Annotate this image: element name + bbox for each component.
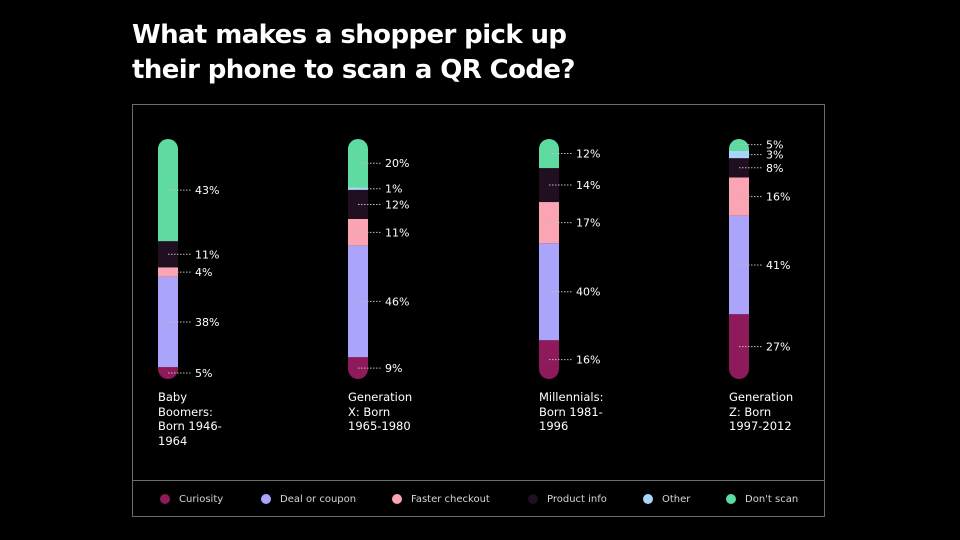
chart-title-line-2: their phone to scan a QR Code? (132, 55, 576, 85)
legend-label: Deal or coupon (280, 493, 357, 505)
group-label-line: Baby (158, 390, 188, 404)
legend-label: Curiosity (179, 493, 224, 505)
data-label: 17% (576, 217, 600, 230)
legend-divider (132, 480, 825, 481)
group-label-line: 1965-1980 (348, 419, 411, 433)
group-label-line: Generation (348, 390, 413, 404)
legend-swatch-curiosity (160, 494, 170, 504)
legend-item-curiosity: Curiosity (160, 490, 223, 508)
group-label-line: Boomers: (158, 404, 213, 419)
data-label: 5% (766, 139, 783, 152)
data-label: 46% (385, 295, 409, 308)
group-label-line: Z: Born (729, 404, 772, 419)
bar-stack (158, 139, 178, 379)
group-label-line: Millennials: (539, 390, 604, 404)
chart-title: What makes a shopper pick up their phone… (132, 18, 732, 88)
group-label-line: X: Born (348, 404, 391, 419)
legend-label: Other (662, 493, 691, 505)
data-label: 3% (766, 149, 783, 162)
legend-item-faster-checkout: Faster checkout (392, 490, 490, 508)
group-label-line: Born 1981- (539, 404, 603, 419)
data-label: 8% (766, 162, 783, 175)
data-label: 16% (766, 191, 790, 204)
data-label: 43% (195, 184, 219, 197)
chart-frame (132, 104, 825, 517)
legend-swatch-dont-scan (726, 494, 736, 504)
data-label: 16% (576, 354, 600, 367)
group-label-line: 1997-2012 (729, 419, 792, 433)
data-label: 38% (195, 316, 219, 329)
data-label: 12% (385, 198, 409, 211)
data-label: 27% (766, 341, 790, 354)
legend-swatch-faster-checkout (392, 494, 402, 504)
bar-stack (729, 139, 749, 379)
group-label-line: 1964 (158, 433, 188, 448)
bar-stack (348, 139, 368, 379)
group-label-generation-z: Generation Z: Born 1997-2012 (729, 390, 809, 434)
group-label-line: Born 1946- (158, 419, 222, 433)
legend-item-other: Other (643, 490, 690, 508)
data-label: 20% (385, 157, 409, 170)
bar-stack (539, 139, 559, 379)
legend-swatch-product-info (528, 494, 538, 504)
legend-label: Faster checkout (411, 493, 490, 505)
group-label-generation-x: Generation X: Born 1965-1980 (348, 390, 428, 434)
data-label: 14% (576, 179, 600, 192)
legend-swatch-deal-or-coupon (261, 494, 271, 504)
group-label-line: Generation (729, 390, 794, 404)
group-label-millennials: Millennials: Born 1981- 1996 (539, 390, 619, 434)
data-label: 12% (576, 148, 600, 161)
legend-label: Don't scan (745, 493, 799, 505)
group-label-baby-boomers: Baby Boomers: Born 1946- 1964 (158, 390, 238, 448)
data-label: 4% (195, 266, 212, 279)
data-label: 5% (195, 367, 212, 380)
data-label: 9% (385, 362, 402, 375)
data-label: 1% (385, 183, 402, 196)
data-label: 40% (576, 286, 600, 299)
legend-swatch-other (643, 494, 653, 504)
data-label: 11% (195, 248, 219, 261)
data-label: 11% (385, 226, 409, 239)
legend-label: Product info (547, 493, 607, 505)
legend-item-product-info: Product info (528, 490, 607, 508)
legend-item-deal-or-coupon: Deal or coupon (261, 490, 356, 508)
data-label: 41% (766, 259, 790, 272)
group-label-line: 1996 (539, 419, 569, 433)
legend-item-dont-scan: Don't scan (726, 490, 798, 508)
chart-title-line-1: What makes a shopper pick up (132, 20, 567, 50)
legend: Curiosity Deal or coupon Faster checkout… (160, 490, 810, 508)
